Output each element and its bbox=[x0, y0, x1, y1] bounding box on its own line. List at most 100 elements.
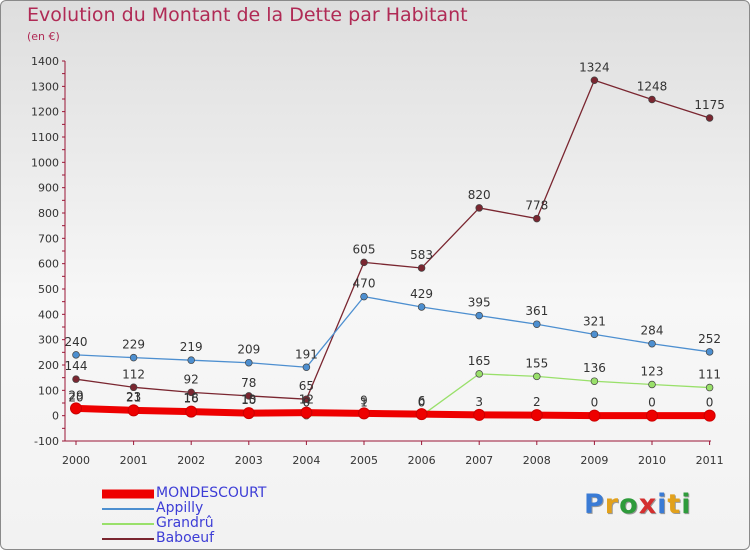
data-label-mondescourt: 9 bbox=[360, 393, 368, 407]
data-label-grandr: 13 bbox=[241, 392, 256, 406]
series-line-mondescourt bbox=[72, 404, 714, 420]
logo-letter: t bbox=[667, 489, 682, 520]
data-point-mondescourt bbox=[415, 408, 428, 421]
data-label-mondescourt: 0 bbox=[706, 396, 714, 410]
y-tick-label: 600 bbox=[38, 258, 59, 271]
y-tick-label: 1300 bbox=[31, 80, 59, 93]
data-label-baboeuf: 1248 bbox=[637, 80, 668, 94]
data-label-mondescourt: 0 bbox=[648, 396, 656, 410]
data-point-appilly bbox=[245, 358, 253, 367]
data-label-mondescourt: 12 bbox=[299, 393, 314, 407]
data-point-mondescourt bbox=[70, 402, 82, 415]
data-point-appilly bbox=[72, 351, 80, 359]
data-point-appilly bbox=[187, 356, 195, 364]
data-label-grandr: 123 bbox=[641, 365, 664, 379]
data-label-grandr: 136 bbox=[583, 361, 606, 375]
series-line-baboeuf bbox=[75, 79, 711, 400]
x-tick-label: 2010 bbox=[638, 454, 666, 467]
y-tick-label: 1100 bbox=[31, 131, 59, 144]
data-point-mondescourt bbox=[300, 406, 313, 419]
data-label-grandr: 111 bbox=[698, 368, 721, 382]
data-point-appilly bbox=[648, 339, 656, 348]
data-label-appilly: 429 bbox=[410, 287, 433, 301]
legend-item-baboeuf: Baboeuf bbox=[102, 530, 352, 546]
data-point-appilly bbox=[590, 330, 599, 339]
data-label-baboeuf: 65 bbox=[299, 379, 314, 393]
data-label-mondescourt: 0 bbox=[591, 396, 599, 410]
data-point-mondescourt bbox=[127, 404, 140, 417]
x-tick-label: 2007 bbox=[465, 454, 493, 467]
data-point-grandr bbox=[648, 380, 656, 389]
data-point-mondescourt bbox=[185, 405, 198, 418]
y-tick-label: 100 bbox=[38, 384, 59, 397]
data-point-mondescourt bbox=[530, 409, 543, 422]
data-label-mondescourt: 2 bbox=[533, 395, 541, 409]
data-point-mondescourt bbox=[242, 407, 255, 420]
data-point-appilly bbox=[129, 353, 138, 362]
data-label-mondescourt: 3 bbox=[475, 395, 483, 409]
legend-label: Grandrû bbox=[156, 515, 214, 531]
data-label-appilly: 321 bbox=[583, 314, 606, 328]
data-point-baboeuf bbox=[705, 114, 714, 122]
data-point-baboeuf bbox=[302, 395, 311, 403]
x-tick-label: 2003 bbox=[235, 454, 263, 467]
data-point-grandr bbox=[590, 377, 599, 385]
x-tick-label: 2001 bbox=[120, 454, 148, 467]
y-tick-label: 900 bbox=[38, 182, 59, 195]
data-point-baboeuf bbox=[72, 375, 80, 383]
proxiti-logo: Proxiti bbox=[584, 489, 692, 520]
data-point-mondescourt bbox=[588, 409, 601, 422]
data-point-grandr bbox=[705, 383, 714, 392]
data-label-baboeuf: 605 bbox=[353, 242, 376, 256]
data-label-grandr: 155 bbox=[525, 356, 548, 370]
x-tick-label: 2000 bbox=[62, 454, 90, 467]
data-point-baboeuf bbox=[417, 264, 426, 272]
data-point-mondescourt bbox=[473, 408, 486, 421]
data-point-baboeuf bbox=[648, 95, 656, 104]
data-point-baboeuf bbox=[360, 258, 368, 267]
legend-item-grandr: Grandrû bbox=[102, 515, 352, 531]
legend-swatch bbox=[102, 508, 154, 510]
data-label-appilly: 209 bbox=[237, 343, 260, 357]
data-label-appilly: 395 bbox=[468, 296, 491, 310]
y-tick-label: 1000 bbox=[31, 156, 59, 169]
data-label-baboeuf: 78 bbox=[241, 376, 256, 390]
logo-letter: o bbox=[619, 489, 639, 520]
y-tick-label: 1200 bbox=[31, 106, 59, 119]
logo-letter: r bbox=[604, 489, 620, 520]
data-point-mondescourt bbox=[703, 409, 716, 422]
data-point-baboeuf bbox=[129, 383, 138, 392]
data-label-appilly: 191 bbox=[295, 347, 318, 361]
data-label-baboeuf: 144 bbox=[65, 359, 88, 373]
data-label-mondescourt: 16 bbox=[184, 392, 199, 406]
x-tick-label: 2005 bbox=[350, 454, 378, 467]
legend-label: Appilly bbox=[156, 500, 204, 516]
data-label-baboeuf: 1175 bbox=[694, 98, 725, 112]
data-label-grandr: 0 bbox=[303, 396, 311, 410]
logo-letter: x bbox=[638, 489, 658, 520]
data-label-grandr: 18 bbox=[184, 391, 199, 405]
legend-label: Baboeuf bbox=[156, 530, 215, 546]
data-label-baboeuf: 778 bbox=[525, 199, 548, 213]
data-label-appilly: 470 bbox=[353, 277, 376, 291]
legend-swatch bbox=[102, 489, 154, 499]
chart-subtitle: (en €) bbox=[27, 30, 60, 43]
data-point-mondescourt bbox=[358, 407, 370, 420]
data-label-baboeuf: 1324 bbox=[579, 60, 610, 74]
data-point-grandr bbox=[533, 372, 541, 381]
data-point-baboeuf bbox=[245, 392, 253, 400]
data-point-baboeuf bbox=[590, 76, 599, 85]
data-label-mondescourt: 10 bbox=[241, 393, 256, 407]
legend-label: MONDESCOURT bbox=[156, 485, 267, 501]
data-label-baboeuf: 112 bbox=[122, 367, 145, 381]
logo-letter: i bbox=[657, 489, 668, 520]
x-tick-label: 2011 bbox=[696, 454, 724, 467]
data-label-grandr: 23 bbox=[126, 390, 141, 404]
legend-item-appilly: Appilly bbox=[102, 500, 352, 516]
y-tick-label: -100 bbox=[34, 435, 59, 448]
data-label-grandr: 165 bbox=[468, 354, 491, 368]
data-label-grandr: 0 bbox=[418, 396, 426, 410]
x-tick-label: 2006 bbox=[408, 454, 436, 467]
y-tick-label: 0 bbox=[52, 410, 59, 423]
